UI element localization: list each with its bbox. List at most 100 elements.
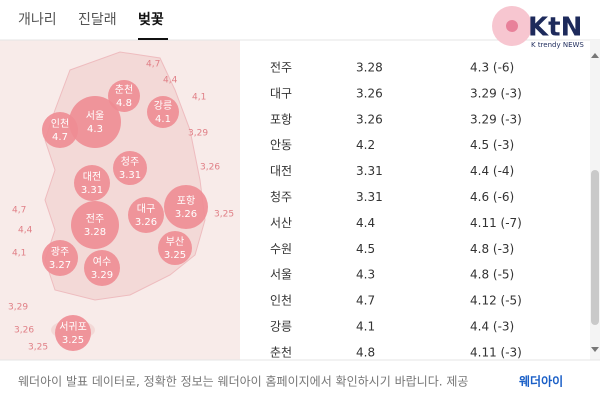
- isoline-label: 4,1: [12, 249, 26, 259]
- table-cell: 4.3 (-6): [470, 61, 514, 75]
- table-cell: 3.28: [356, 61, 383, 75]
- city-marker: [113, 151, 147, 185]
- logo-subtitle: K trendy NEWS: [531, 41, 584, 49]
- city-name: 여수: [93, 256, 111, 268]
- table-cell: 4.5 (-3): [470, 138, 514, 152]
- city-date: 4.1: [155, 114, 171, 125]
- isoline-label: 3,26: [200, 163, 220, 173]
- table-cell: 3.26: [356, 112, 383, 126]
- city-name: 광주: [51, 246, 69, 258]
- table-cell: 4.8 (-5): [470, 268, 514, 282]
- city-marker: [108, 80, 140, 112]
- table-cell: 수원: [270, 242, 292, 256]
- table-cell: 4.4 (-4): [470, 164, 514, 178]
- city-name: 부산: [166, 236, 184, 248]
- city-date: 3.27: [49, 260, 71, 271]
- footer-link[interactable]: 웨더아이: [519, 374, 563, 389]
- city-date: 3.29: [91, 270, 113, 281]
- table-cell: 서산: [270, 216, 292, 230]
- table-cell: 서울: [270, 268, 292, 282]
- table-cell: 대전: [270, 164, 292, 178]
- city-date: 3.28: [84, 227, 106, 238]
- city-date: 3.31: [81, 185, 103, 196]
- city-date: 4.8: [116, 98, 132, 109]
- city-date: 3.25: [62, 335, 84, 346]
- city-name: 춘천: [115, 84, 133, 96]
- table-cell: 4.7: [356, 294, 375, 308]
- city-date: 3.26: [135, 217, 157, 228]
- logo-title: KtN: [528, 13, 582, 43]
- city-name: 청주: [121, 156, 139, 168]
- table-cell: 4.11 (-7): [470, 216, 522, 230]
- city-marker: [147, 96, 179, 128]
- isoline-label: 3,25: [214, 210, 234, 220]
- city-marker: [128, 197, 164, 233]
- city-date: 4.3: [87, 124, 103, 135]
- city-name: 전주: [86, 213, 104, 225]
- table-cell: 4.4 (-3): [470, 320, 514, 334]
- city-marker: [42, 240, 78, 276]
- city-name: 대구: [137, 203, 155, 215]
- table-cell: 4.6 (-6): [470, 190, 514, 204]
- city-marker: [42, 112, 78, 148]
- table-cell: 인천: [270, 293, 292, 308]
- table-cell: 전주: [270, 61, 292, 75]
- isoline-label: 4,4: [163, 76, 178, 86]
- table-cell: 4.3: [356, 268, 375, 282]
- table-cell: 춘천: [270, 344, 292, 359]
- tab[interactable]: 벚꽃: [138, 11, 164, 28]
- city-marker: [74, 165, 110, 201]
- table-cell: 포항: [270, 112, 292, 126]
- footer-text: 웨더아이 발표 데이터로, 정확한 정보는 웨더아이 홈페이지에서 확인하시기 …: [18, 375, 468, 389]
- city-marker: [164, 185, 208, 229]
- table-cell: 청주: [270, 190, 292, 204]
- city-marker: [55, 315, 91, 351]
- table-cell: 4.12 (-5): [470, 294, 522, 308]
- isoline-label: 3,29: [8, 303, 28, 313]
- table-cell: 4.8: [356, 345, 375, 359]
- isoline-label: 3,26: [14, 326, 34, 336]
- isoline-label: 4,4: [18, 226, 33, 236]
- table-cell: 안동: [270, 138, 292, 152]
- tab[interactable]: 진달래: [78, 12, 117, 28]
- isoline-label: 4,7: [12, 206, 26, 216]
- isoline-label: 4,7: [146, 60, 160, 70]
- table-cell: 4.2: [356, 138, 375, 152]
- city-date: 3.25: [164, 250, 186, 261]
- table-cell: 3.26: [356, 86, 383, 100]
- scroll-up[interactable]: [591, 53, 599, 58]
- logo-flower-center: [506, 20, 518, 32]
- city-name: 대전: [83, 171, 101, 183]
- table-cell: 3.31: [356, 190, 383, 204]
- city-date: 4.7: [52, 132, 68, 143]
- tab[interactable]: 개나리: [18, 12, 57, 28]
- city-marker: [158, 231, 192, 265]
- isoline-label: 3,25: [28, 343, 48, 353]
- table-cell: 3.29 (-3): [470, 112, 522, 126]
- table-cell: 3.29 (-3): [470, 86, 522, 100]
- scrollbar-thumb[interactable]: [591, 170, 599, 325]
- table-cell: 4.11 (-3): [470, 345, 522, 359]
- table-cell: 4.1: [356, 320, 375, 334]
- table-cell: 4.5: [356, 242, 375, 256]
- isoline-label: 4,1: [192, 93, 206, 103]
- city-date: 3.31: [119, 170, 141, 181]
- city-name: 강릉: [154, 100, 172, 112]
- city-date: 3.26: [175, 209, 197, 220]
- table-cell: 3.31: [356, 164, 383, 178]
- city-marker: [69, 96, 121, 148]
- table-cell: 4.8 (-3): [470, 242, 514, 256]
- city-name: 인천: [51, 118, 69, 130]
- city-name: 서울: [86, 110, 104, 122]
- city-name: 포항: [177, 195, 195, 207]
- isoline-label: 3,29: [188, 129, 208, 139]
- scroll-down[interactable]: [591, 347, 599, 352]
- city-name: 서귀포: [59, 321, 87, 333]
- city-marker: [84, 250, 120, 286]
- table-cell: 4.4: [356, 216, 375, 230]
- table-cell: 대구: [270, 86, 292, 100]
- city-marker: [71, 201, 119, 249]
- table-cell: 강릉: [270, 320, 292, 334]
